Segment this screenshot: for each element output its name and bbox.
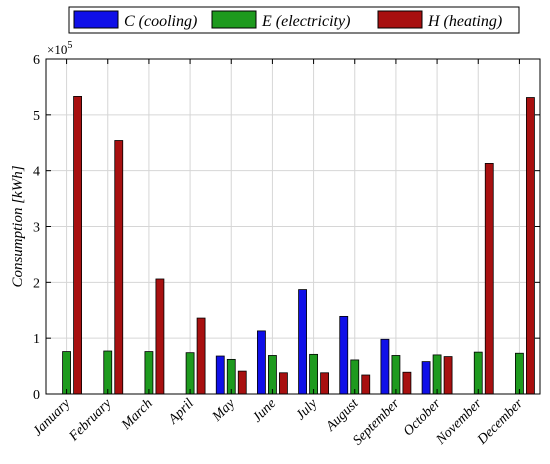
bar-e-april	[185, 352, 195, 395]
x-tick-label: April	[165, 396, 197, 428]
x-tick-label: August	[323, 395, 363, 435]
axis-ticks	[46, 58, 540, 395]
y-tick-label: 3	[33, 221, 40, 236]
bar-e-january	[62, 351, 71, 395]
x-tick-label: February	[66, 396, 115, 445]
grid-lines	[46, 59, 540, 394]
bar-c-june	[257, 330, 266, 395]
bar-e-june	[268, 355, 277, 395]
legend-swatch	[211, 10, 257, 29]
bar-h-december	[526, 97, 535, 395]
bar-e-march	[144, 351, 154, 395]
x-tick-label: December	[474, 396, 526, 448]
x-tick-label: March	[118, 396, 155, 433]
bar-h-january	[73, 96, 82, 395]
bar-e-december	[515, 352, 524, 395]
x-tick-label: July	[293, 396, 321, 424]
y-axis-multiplier: ×105	[47, 40, 72, 57]
bar-e-august	[350, 359, 360, 395]
bar-c-july	[298, 289, 307, 395]
bar-h-november	[484, 163, 494, 395]
y-tick-label: 5	[33, 109, 40, 124]
bar-h-august	[361, 374, 371, 395]
bar-h-february	[114, 140, 124, 395]
legend-label: E (electricity)	[261, 13, 350, 30]
bar-c-october	[421, 361, 431, 395]
bar-c-september	[380, 338, 390, 395]
legend-swatch	[73, 10, 119, 29]
x-tick-label: June	[250, 396, 279, 425]
legend-swatch	[377, 10, 423, 29]
y-tick-label: 1	[33, 332, 40, 347]
bar-h-may	[237, 370, 247, 395]
bar-e-may	[226, 358, 236, 395]
bar-e-july	[309, 353, 318, 395]
y-tick-label: 4	[33, 165, 40, 180]
legend: C (cooling) E (electricity) H (heating)	[68, 6, 520, 34]
bar-h-june	[279, 372, 288, 395]
x-tick-label: May	[209, 396, 238, 425]
y-axis-title: Consumption [kWh]	[10, 165, 26, 287]
bar-e-october	[432, 354, 442, 395]
legend-box	[68, 6, 520, 34]
bar-c-august	[339, 315, 349, 395]
y-tick-labels: 0 1 2 3 4 5 6	[33, 53, 40, 403]
y-tick-label: 0	[33, 388, 40, 403]
y-tick-label: 2	[33, 276, 40, 291]
bar-e-february	[103, 350, 113, 395]
bars	[62, 96, 535, 395]
bar-c-may	[215, 355, 225, 395]
bar-h-april	[196, 317, 206, 395]
y-tick-label: 6	[33, 53, 40, 68]
legend-label: C (cooling)	[124, 13, 197, 30]
bar-h-march	[155, 278, 165, 395]
bar-h-september	[402, 371, 412, 395]
bar-e-november	[473, 351, 483, 395]
bar-e-september	[391, 355, 401, 395]
legend-label: H (heating)	[427, 13, 502, 30]
bar-h-october	[443, 356, 453, 395]
bar-h-july	[320, 372, 329, 395]
